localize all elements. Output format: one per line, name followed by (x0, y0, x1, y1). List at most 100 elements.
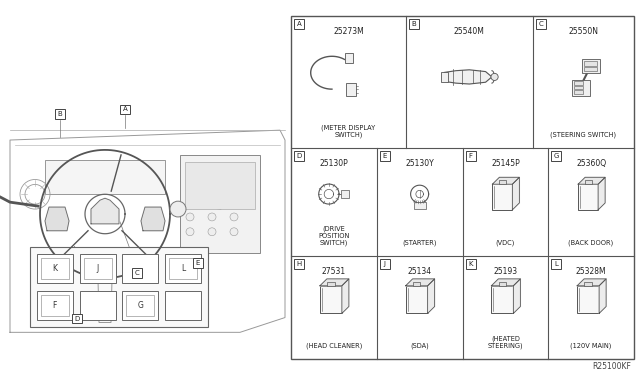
Circle shape (230, 213, 238, 221)
Bar (575, 90, 584, 94)
Polygon shape (577, 279, 606, 286)
Bar (440, 71, 448, 82)
Circle shape (170, 201, 186, 217)
Bar (320, 286, 342, 313)
Text: 25130P: 25130P (319, 159, 348, 168)
Text: 25328M: 25328M (576, 267, 607, 276)
Text: 27531: 27531 (322, 267, 346, 276)
Text: D: D (74, 315, 79, 321)
Bar (413, 282, 420, 286)
Bar (465, 151, 476, 161)
Bar (41, 258, 69, 279)
Circle shape (230, 228, 238, 236)
Text: J: J (97, 264, 99, 273)
Bar (30, 247, 208, 327)
Text: (SDA): (SDA) (410, 343, 429, 349)
Polygon shape (578, 177, 605, 184)
Bar (575, 81, 584, 85)
Bar (345, 54, 353, 64)
Text: D: D (296, 153, 301, 159)
Polygon shape (598, 177, 605, 210)
Bar (492, 286, 513, 313)
Text: (STARTER): (STARTER) (403, 240, 437, 246)
Text: C: C (538, 21, 543, 27)
Polygon shape (444, 70, 492, 84)
Bar (577, 286, 599, 313)
Polygon shape (91, 198, 119, 224)
Circle shape (208, 213, 216, 221)
Bar (169, 258, 197, 279)
Polygon shape (428, 279, 435, 313)
Bar (409, 19, 419, 29)
Bar (572, 80, 589, 96)
Bar (582, 59, 600, 73)
Text: (HEAD CLEANER): (HEAD CLEANER) (306, 343, 362, 349)
Bar (45, 160, 165, 194)
Bar (41, 295, 69, 316)
Text: L: L (554, 261, 558, 267)
Text: (DRIVE
POSITION
SWITCH): (DRIVE POSITION SWITCH) (318, 225, 349, 246)
Bar (575, 86, 584, 89)
Text: (BACK DOOR): (BACK DOOR) (568, 240, 614, 246)
Text: (HEATED
STEERING): (HEATED STEERING) (488, 335, 523, 349)
Bar (380, 151, 390, 161)
Bar (536, 19, 546, 29)
Text: B: B (58, 111, 62, 118)
Bar (132, 268, 142, 278)
Polygon shape (513, 177, 520, 210)
Bar (122, 291, 158, 320)
Bar (294, 19, 304, 29)
Bar (185, 162, 255, 209)
Polygon shape (320, 279, 349, 286)
Text: L: L (181, 264, 186, 273)
Bar (79, 291, 116, 320)
Bar (127, 295, 154, 316)
Circle shape (491, 73, 498, 80)
Text: A: A (123, 106, 127, 112)
Bar (165, 254, 201, 283)
Text: G: G (138, 301, 143, 310)
Polygon shape (45, 207, 69, 231)
Polygon shape (406, 279, 435, 286)
Bar (79, 254, 116, 283)
Bar (122, 254, 158, 283)
Text: C: C (134, 270, 140, 276)
Bar (413, 202, 426, 209)
Text: (VDC): (VDC) (496, 240, 515, 246)
Polygon shape (599, 279, 606, 313)
Bar (165, 291, 201, 320)
Text: H: H (296, 261, 301, 267)
Polygon shape (141, 207, 165, 231)
Text: 25273M: 25273M (333, 27, 364, 36)
Text: E: E (196, 260, 200, 266)
Text: (120V MAIN): (120V MAIN) (570, 343, 612, 349)
Bar (36, 254, 73, 283)
Text: 25540M: 25540M (454, 27, 484, 36)
Text: F: F (468, 153, 472, 159)
Bar (291, 16, 634, 359)
Circle shape (208, 228, 216, 236)
Bar (346, 83, 356, 96)
Bar (380, 259, 390, 269)
Polygon shape (342, 279, 349, 313)
Bar (341, 190, 349, 198)
Text: (METER DISPLAY
SWITCH): (METER DISPLAY SWITCH) (321, 124, 376, 138)
Bar (584, 282, 592, 286)
Circle shape (186, 213, 194, 221)
Bar (327, 282, 335, 286)
Polygon shape (98, 280, 112, 323)
Bar (584, 61, 597, 66)
Bar (492, 184, 513, 210)
Circle shape (186, 228, 194, 236)
Text: 25134: 25134 (408, 267, 432, 276)
Text: 25130Y: 25130Y (405, 159, 434, 168)
Bar (193, 259, 203, 268)
Bar (55, 109, 65, 119)
Text: R25100KF: R25100KF (592, 362, 631, 371)
Bar (294, 151, 304, 161)
Bar (120, 105, 130, 115)
Text: 25193: 25193 (493, 267, 517, 276)
Bar (180, 155, 260, 253)
Text: B: B (412, 21, 416, 27)
Text: (STEERING SWITCH): (STEERING SWITCH) (550, 132, 616, 138)
